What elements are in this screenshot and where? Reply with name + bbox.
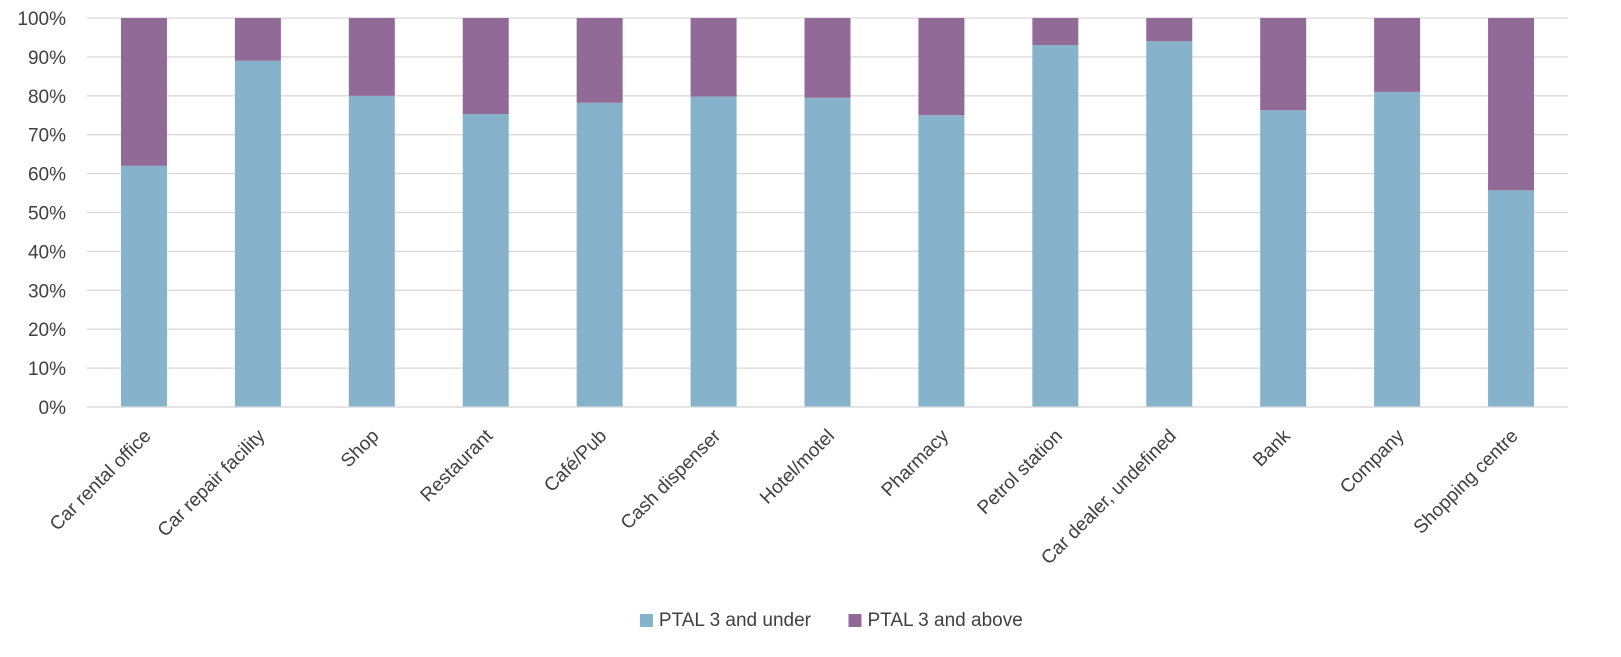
legend: PTAL 3 and under PTAL 3 and above xyxy=(639,610,1023,631)
y-tick-label: 20% xyxy=(28,320,66,341)
x-tick-label: Shopping centre xyxy=(1410,426,1523,539)
bar-segment xyxy=(690,18,737,97)
legend-label: PTAL 3 and above xyxy=(868,610,1023,631)
legend-swatch xyxy=(639,614,653,627)
bar-segment xyxy=(804,97,851,408)
bar-segment xyxy=(120,18,167,166)
bars xyxy=(120,18,1535,408)
bar-segment xyxy=(918,115,965,407)
bar-segment xyxy=(1032,18,1079,46)
bar-segment xyxy=(462,114,509,407)
y-tick-label: 80% xyxy=(28,87,66,108)
x-tick-label: Petrol station xyxy=(974,426,1067,519)
y-tick-label: 0% xyxy=(39,398,67,419)
x-tick-label: Bank xyxy=(1249,425,1295,471)
bar-segment xyxy=(576,18,623,103)
x-tick-label: Company xyxy=(1336,425,1409,498)
y-tick-label: 60% xyxy=(28,165,66,186)
bar-segment xyxy=(576,102,623,407)
bar-segment xyxy=(348,95,395,408)
y-tick-label: 50% xyxy=(28,204,66,225)
legend-label: PTAL 3 and under xyxy=(659,610,812,631)
bar-segment xyxy=(348,18,395,96)
bar-segment xyxy=(690,96,737,407)
x-tick-label: Car repair facility xyxy=(154,425,270,541)
x-tick-label: Café/Pub xyxy=(540,426,611,497)
bar-segment xyxy=(918,18,965,116)
bar-segment xyxy=(1488,190,1535,407)
bar-segment xyxy=(804,18,851,98)
x-tick-label: Shop xyxy=(337,426,383,472)
bar-segment xyxy=(1146,41,1193,408)
x-tick-label: Pharmacy xyxy=(878,425,954,501)
bar-segment xyxy=(1374,18,1421,92)
y-tick-label: 30% xyxy=(28,281,66,302)
bar-segment xyxy=(234,18,281,61)
y-tick-label: 100% xyxy=(17,9,66,30)
x-tick-label: Hotel/motel xyxy=(756,426,839,509)
bar-segment xyxy=(1488,18,1535,191)
bar-segment xyxy=(1374,91,1421,407)
bar-segment xyxy=(1260,18,1307,111)
y-tick-label: 70% xyxy=(28,126,66,147)
bar-segment xyxy=(1260,110,1307,408)
x-tick-label: Car rental office xyxy=(46,426,155,535)
legend-swatch xyxy=(848,614,862,627)
y-tick-label: 90% xyxy=(28,48,66,69)
y-tick-label: 10% xyxy=(28,359,66,380)
bar-segment xyxy=(120,165,167,407)
bar-segment xyxy=(462,18,509,115)
y-tick-label: 40% xyxy=(28,242,66,263)
x-tick-label: Cash dispenser xyxy=(617,425,726,534)
x-tick-label: Restaurant xyxy=(417,425,498,506)
bar-segment xyxy=(234,60,281,407)
bar-segment xyxy=(1146,18,1193,42)
bar-segment xyxy=(1032,45,1079,407)
